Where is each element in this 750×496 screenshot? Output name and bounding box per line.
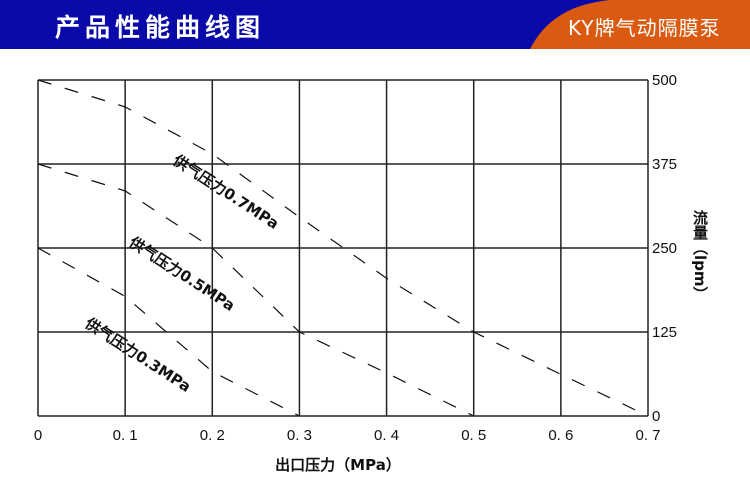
- series-line-2: [37, 247, 300, 417]
- brand-banner-shape: [530, 0, 750, 49]
- y-tick-label: 125: [652, 324, 677, 341]
- series-line-1: [37, 163, 474, 417]
- y-tick-labels: 0 125 250 375 500: [652, 72, 677, 425]
- x-axis-label: 出口压力（MPa）: [275, 456, 401, 474]
- y-tick-label: 0: [652, 408, 660, 425]
- y-tick-label: 250: [652, 240, 677, 257]
- page-title: 产品性能曲线图: [55, 13, 266, 42]
- x-tick-labels: 0 0. 1 0. 2 0. 3 0. 4 0. 5 0. 6 0. 7: [34, 427, 661, 444]
- x-tick-label: 0. 7: [635, 427, 660, 444]
- y-tick-label: 375: [652, 156, 677, 173]
- y-tick-label: 500: [652, 72, 677, 89]
- x-tick-label: 0. 4: [374, 427, 399, 444]
- header-bar: 产品性能曲线图 KY牌气动隔膜泵: [0, 0, 750, 49]
- x-tick-label: 0. 5: [461, 427, 486, 444]
- series-lines: [37, 79, 649, 417]
- x-tick-label: 0. 3: [287, 427, 312, 444]
- series-label-0.3: 供气压力0.3MPa: [81, 314, 194, 396]
- x-tick-label: 0. 6: [548, 427, 573, 444]
- x-tick-label: 0: [34, 427, 42, 444]
- x-tick-label: 0. 1: [113, 427, 138, 444]
- series-label-0.5: 供气压力0.5MPa: [125, 233, 238, 315]
- brand-label: KY牌气动隔膜泵: [568, 16, 721, 40]
- x-tick-label: 0. 2: [200, 427, 225, 444]
- y-axis-label: 流量（lpm）: [691, 209, 709, 301]
